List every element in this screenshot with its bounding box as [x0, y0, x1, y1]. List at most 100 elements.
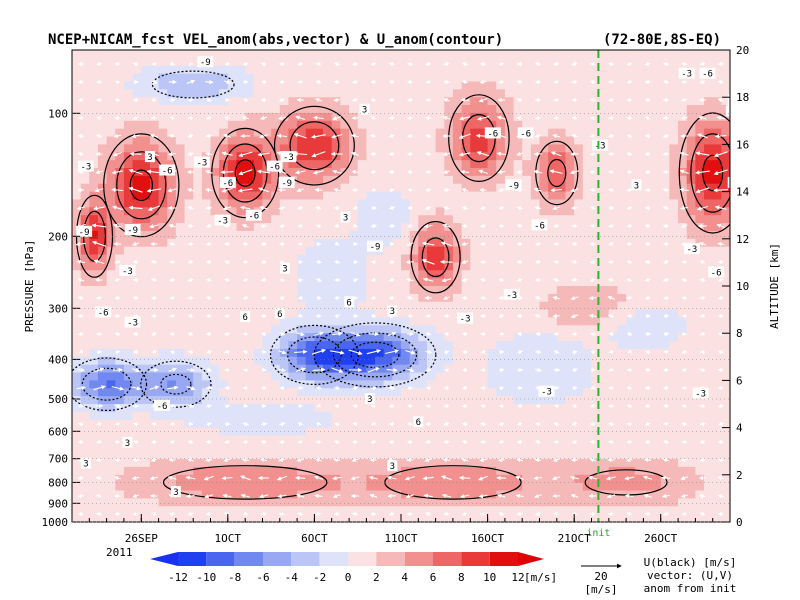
field-cell [461, 254, 471, 263]
field-cell [201, 443, 212, 452]
field-cell [461, 333, 471, 342]
field-cell [115, 466, 125, 476]
field-cell [383, 286, 393, 295]
field-cell [626, 238, 636, 248]
field-cell [227, 183, 238, 193]
field-cell [97, 175, 108, 185]
field-cell [349, 341, 359, 350]
field-cell [210, 419, 220, 429]
field-cell [643, 215, 653, 224]
field-cell [115, 411, 125, 421]
field-cell [539, 514, 549, 522]
field-cell [704, 514, 714, 522]
field-cell [227, 498, 238, 507]
field-cell [660, 81, 670, 90]
field-cell [426, 144, 437, 153]
field-cell [167, 372, 177, 381]
field-cell [314, 50, 324, 59]
field-cell [539, 293, 549, 303]
field-cell [375, 191, 385, 201]
field-cell [409, 223, 419, 232]
field-cell [487, 160, 497, 169]
velocity-vector [297, 205, 304, 210]
field-cell [574, 89, 584, 98]
field-cell [496, 65, 506, 75]
field-cell [721, 191, 730, 201]
field-cell [626, 160, 636, 169]
velocity-vector [297, 61, 303, 66]
field-cell [591, 199, 601, 208]
field-cell [314, 309, 324, 319]
field-cell [167, 57, 177, 67]
field-cell [392, 356, 402, 366]
field-cell [201, 498, 212, 507]
field-cell [383, 97, 393, 106]
field-cell [314, 120, 324, 130]
field-cell [452, 112, 463, 122]
field-cell [115, 388, 125, 397]
field-cell [167, 396, 177, 405]
field-cell [357, 380, 367, 389]
field-cell [201, 348, 212, 358]
field-cell [582, 348, 593, 358]
field-cell [452, 89, 463, 98]
field-cell [141, 466, 151, 476]
field-cell [548, 396, 558, 405]
field-cell [401, 175, 411, 185]
field-cell [175, 443, 186, 452]
field-cell [461, 372, 471, 381]
field-cell [600, 246, 610, 256]
field-cell [193, 278, 203, 287]
field-cell [357, 89, 367, 98]
field-cell [375, 144, 385, 153]
field-cell [721, 57, 730, 67]
velocity-vector [115, 350, 121, 355]
field-cell [600, 317, 610, 326]
field-cell [591, 152, 601, 161]
field-cell [305, 97, 316, 106]
field-cell [132, 474, 142, 484]
field-cell [288, 65, 298, 75]
field-cell [712, 81, 722, 90]
field-cell [444, 364, 454, 374]
field-cell [574, 238, 584, 248]
field-cell [530, 160, 541, 169]
field-cell [452, 183, 463, 193]
field-cell [123, 333, 134, 342]
field-cell [660, 356, 670, 366]
field-cell [617, 348, 627, 358]
field-cell [496, 183, 506, 193]
field-cell [548, 301, 558, 311]
field-cell [340, 160, 350, 169]
velocity-vector [315, 80, 322, 85]
field-cell [669, 419, 679, 429]
field-cell [297, 246, 307, 256]
field-cell [72, 372, 82, 381]
velocity-vector [132, 422, 139, 427]
field-cell [357, 144, 367, 153]
field-cell [539, 105, 549, 114]
field-cell [349, 396, 359, 405]
field-cell [530, 262, 541, 271]
field-cell [184, 341, 194, 350]
field-cell [530, 144, 541, 153]
field-cell [548, 419, 558, 429]
field-cell [219, 380, 229, 389]
field-cell [444, 490, 454, 499]
field-cell [401, 246, 411, 256]
field-cell [375, 388, 385, 397]
field-cell [383, 506, 393, 515]
field-cell [314, 136, 324, 145]
field-cell [236, 348, 246, 358]
field-cell [426, 254, 437, 263]
field-cell [444, 348, 454, 358]
field-cell [591, 411, 601, 421]
field-cell [470, 270, 480, 279]
field-cell [418, 466, 428, 476]
field-cell [175, 364, 186, 374]
field-cell [219, 364, 229, 374]
field-cell [452, 404, 463, 413]
field-cell [227, 301, 238, 311]
field-cell [340, 65, 350, 75]
field-cell [721, 230, 730, 240]
